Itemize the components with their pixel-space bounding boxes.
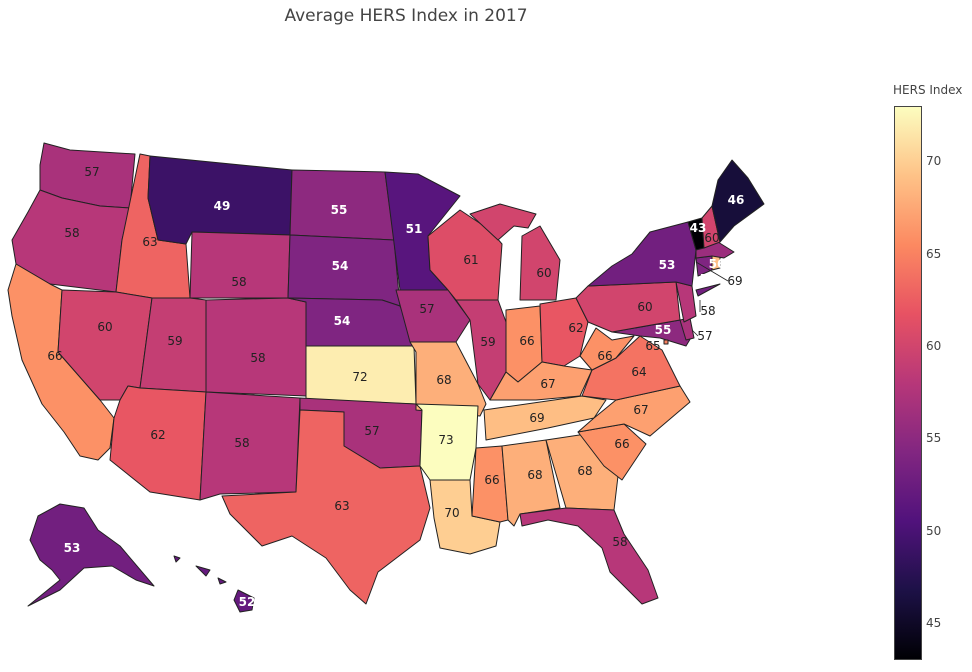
state-value-label-nj: 58: [700, 304, 715, 318]
state-value-label-ms: 66: [484, 473, 499, 487]
state-value-label-wa: 57: [84, 165, 99, 179]
state-value-label-me: 46: [728, 193, 745, 207]
state-value-label-ca: 66: [47, 349, 62, 363]
state-ms[interactable]: [471, 445, 509, 523]
state-value-label-ks: 72: [352, 370, 367, 384]
leader-line: [695, 261, 729, 282]
state-value-label-hi: 52: [239, 595, 256, 609]
state-value-label-ok: 57: [364, 424, 379, 438]
state-value-label-nh: 60: [704, 231, 719, 245]
labels-layer: 57 58 66 63 60 49 58 59 62 58 58 55 54 54 72 57 63 51 57 68…: [47, 165, 744, 609]
colorbar-title: HERS Index: [893, 83, 963, 97]
state-value-label-la: 70: [444, 506, 459, 520]
state-value-label-ak: 53: [64, 541, 81, 555]
state-value-label-md: 55: [655, 323, 672, 337]
states-layer: [7, 142, 765, 613]
state-value-label-ut: 59: [167, 334, 182, 348]
state-value-label-tn: 69: [529, 411, 544, 425]
state-value-label-wi: 61: [463, 253, 478, 267]
state-value-label-wy: 58: [231, 275, 246, 289]
state-value-label-oh: 62: [568, 321, 583, 335]
colorbar-tick-label: 70: [926, 154, 942, 169]
state-mi[interactable]: [469, 203, 561, 301]
state-value-label-sd: 54: [332, 259, 349, 273]
state-value-label-ne: 54: [334, 314, 351, 328]
colorbar-tick-label: 60: [926, 339, 942, 354]
state-az[interactable]: [109, 385, 207, 501]
state-value-label-mi: 60: [536, 266, 551, 280]
state-va[interactable]: [581, 335, 681, 401]
state-value-label-mn: 51: [406, 222, 423, 236]
colorbar-tick-label: 50: [926, 523, 942, 538]
state-value-label-tx: 63: [334, 499, 349, 513]
state-value-label-ma: 56: [709, 257, 726, 271]
state-ne[interactable]: [287, 297, 415, 347]
state-value-label-ny: 53: [659, 258, 676, 272]
state-value-label-az: 62: [150, 428, 165, 442]
state-value-label-wv: 66: [597, 349, 612, 363]
state-value-label-nv: 60: [97, 320, 112, 334]
state-value-label-pa: 60: [637, 300, 652, 314]
state-value-label-ct: 54: [700, 272, 717, 286]
state-ak[interactable]: [27, 503, 155, 607]
state-value-label-fl: 58: [612, 535, 627, 549]
state-value-label-ky: 67: [540, 377, 555, 391]
state-me[interactable]: [711, 159, 765, 243]
chart-title: Average HERS Index in 2017: [284, 6, 528, 26]
state-ky[interactable]: [489, 361, 593, 401]
state-value-label-in: 66: [519, 334, 534, 348]
state-ia[interactable]: [395, 289, 471, 343]
state-wv[interactable]: [579, 327, 635, 371]
state-value-label-sc: 66: [614, 437, 629, 451]
state-nm[interactable]: [199, 391, 301, 501]
state-value-label-id: 63: [142, 235, 157, 249]
state-value-label-va: 64: [631, 365, 646, 379]
colorbar-tick-label: 55: [926, 431, 942, 446]
colorbar: [894, 106, 922, 660]
state-fl[interactable]: [519, 507, 659, 605]
state-value-label-al: 68: [527, 468, 542, 482]
state-co[interactable]: [205, 297, 307, 397]
state-value-label-mo: 68: [436, 373, 451, 387]
state-value-label-ar: 73: [438, 433, 453, 447]
state-value-label-il: 59: [480, 335, 495, 349]
state-value-label-co: 58: [250, 351, 265, 365]
state-value-label-mt: 49: [214, 199, 231, 213]
state-value-label-ia: 57: [419, 302, 434, 316]
state-value-label-ga: 68: [577, 464, 592, 478]
state-dc[interactable]: [663, 339, 669, 345]
state-value-label-nm: 58: [234, 436, 249, 450]
state-mo[interactable]: [409, 341, 487, 417]
state-value-label-dc: 65: [645, 339, 660, 353]
state-value-label-nc: 67: [633, 403, 648, 417]
colorbar-tick-label: 45: [926, 616, 942, 631]
leader-line: [691, 329, 699, 337]
state-tx[interactable]: [221, 409, 431, 605]
state-la[interactable]: [429, 479, 501, 555]
state-value-label-de: 57: [697, 329, 712, 343]
state-value-label-ri: 69: [727, 274, 742, 288]
colorbar-tick-label: 65: [926, 246, 942, 261]
state-value-label-or: 58: [64, 226, 79, 240]
state-value-label-nd: 55: [331, 203, 348, 217]
state-hi[interactable]: [173, 555, 255, 613]
state-value-label-vt: 43: [690, 221, 707, 235]
